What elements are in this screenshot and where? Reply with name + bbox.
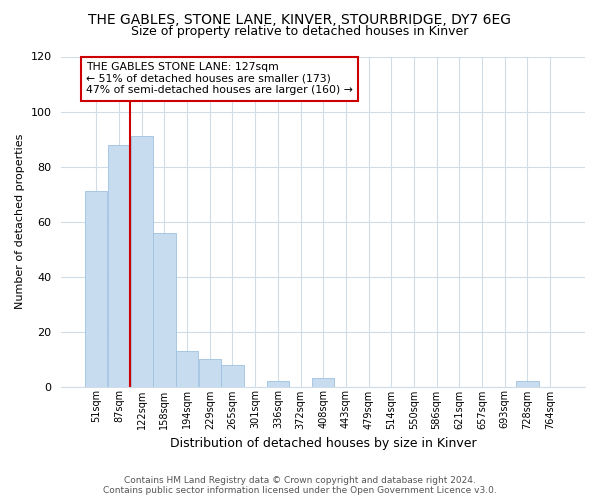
- Bar: [131, 136, 153, 386]
- Bar: [267, 381, 289, 386]
- Text: THE GABLES, STONE LANE, KINVER, STOURBRIDGE, DY7 6EG: THE GABLES, STONE LANE, KINVER, STOURBRI…: [89, 12, 511, 26]
- Text: Size of property relative to detached houses in Kinver: Size of property relative to detached ho…: [131, 25, 469, 38]
- Text: THE GABLES STONE LANE: 127sqm
← 51% of detached houses are smaller (173)
47% of : THE GABLES STONE LANE: 127sqm ← 51% of d…: [86, 62, 353, 95]
- Bar: [516, 381, 539, 386]
- Bar: [108, 144, 130, 386]
- Text: Contains HM Land Registry data © Crown copyright and database right 2024.
Contai: Contains HM Land Registry data © Crown c…: [103, 476, 497, 495]
- Bar: [153, 232, 176, 386]
- X-axis label: Distribution of detached houses by size in Kinver: Distribution of detached houses by size …: [170, 437, 476, 450]
- Bar: [85, 192, 107, 386]
- Bar: [176, 351, 198, 386]
- Bar: [199, 359, 221, 386]
- Bar: [221, 364, 244, 386]
- Bar: [312, 378, 334, 386]
- Y-axis label: Number of detached properties: Number of detached properties: [15, 134, 25, 309]
